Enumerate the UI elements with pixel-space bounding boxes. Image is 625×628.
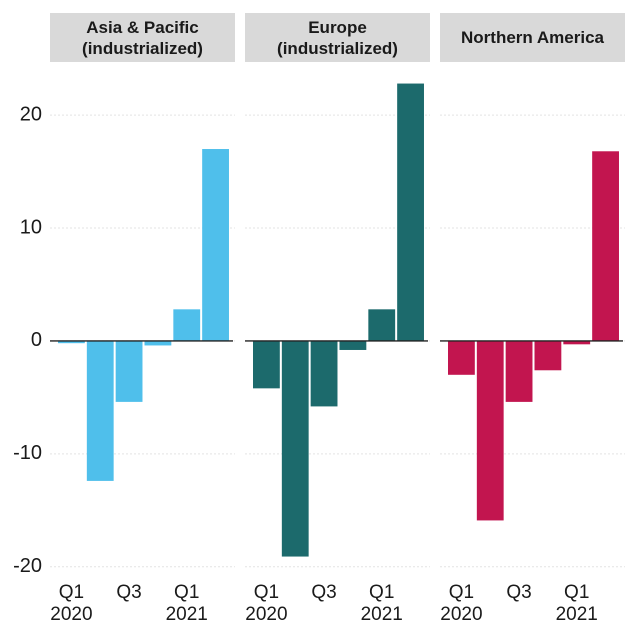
x-tick-label: Q1 2020 bbox=[245, 582, 288, 625]
facet-title: Europe (industrialized) bbox=[245, 13, 430, 62]
bar bbox=[202, 149, 229, 341]
x-tick-label: Q3 bbox=[311, 582, 337, 603]
bar bbox=[505, 340, 533, 402]
bar bbox=[253, 340, 280, 389]
facet-title: Northern America bbox=[440, 13, 625, 62]
y-tick-label: -10 bbox=[13, 442, 42, 464]
bar bbox=[173, 309, 201, 341]
y-tick-label: 20 bbox=[20, 103, 42, 125]
x-tick-label: Q1 2020 bbox=[50, 582, 93, 625]
bar bbox=[563, 340, 591, 345]
bar bbox=[58, 340, 85, 344]
bar bbox=[534, 340, 562, 371]
x-tick-label: Q1 2021 bbox=[165, 582, 208, 625]
x-tick-label: Q1 2021 bbox=[360, 582, 403, 625]
x-tick-label: Q1 2021 bbox=[555, 582, 598, 625]
x-tick-label: Q1 2020 bbox=[440, 582, 483, 625]
bar bbox=[397, 83, 424, 341]
x-tick-label: Q3 bbox=[506, 582, 532, 603]
bar bbox=[448, 340, 475, 375]
bar bbox=[144, 340, 172, 346]
bar bbox=[476, 340, 504, 521]
bar bbox=[339, 340, 367, 350]
y-tick-label: 10 bbox=[20, 216, 42, 238]
facet-title: Asia & Pacific (industrialized) bbox=[50, 13, 235, 62]
y-tick-label: -20 bbox=[13, 555, 42, 577]
bar bbox=[368, 309, 396, 341]
bar bbox=[592, 151, 619, 341]
bar bbox=[115, 340, 143, 402]
x-tick-label: Q3 bbox=[116, 582, 142, 603]
bar bbox=[310, 340, 338, 407]
bar bbox=[281, 340, 309, 557]
bar bbox=[86, 340, 114, 481]
y-tick-label: 0 bbox=[31, 329, 42, 351]
